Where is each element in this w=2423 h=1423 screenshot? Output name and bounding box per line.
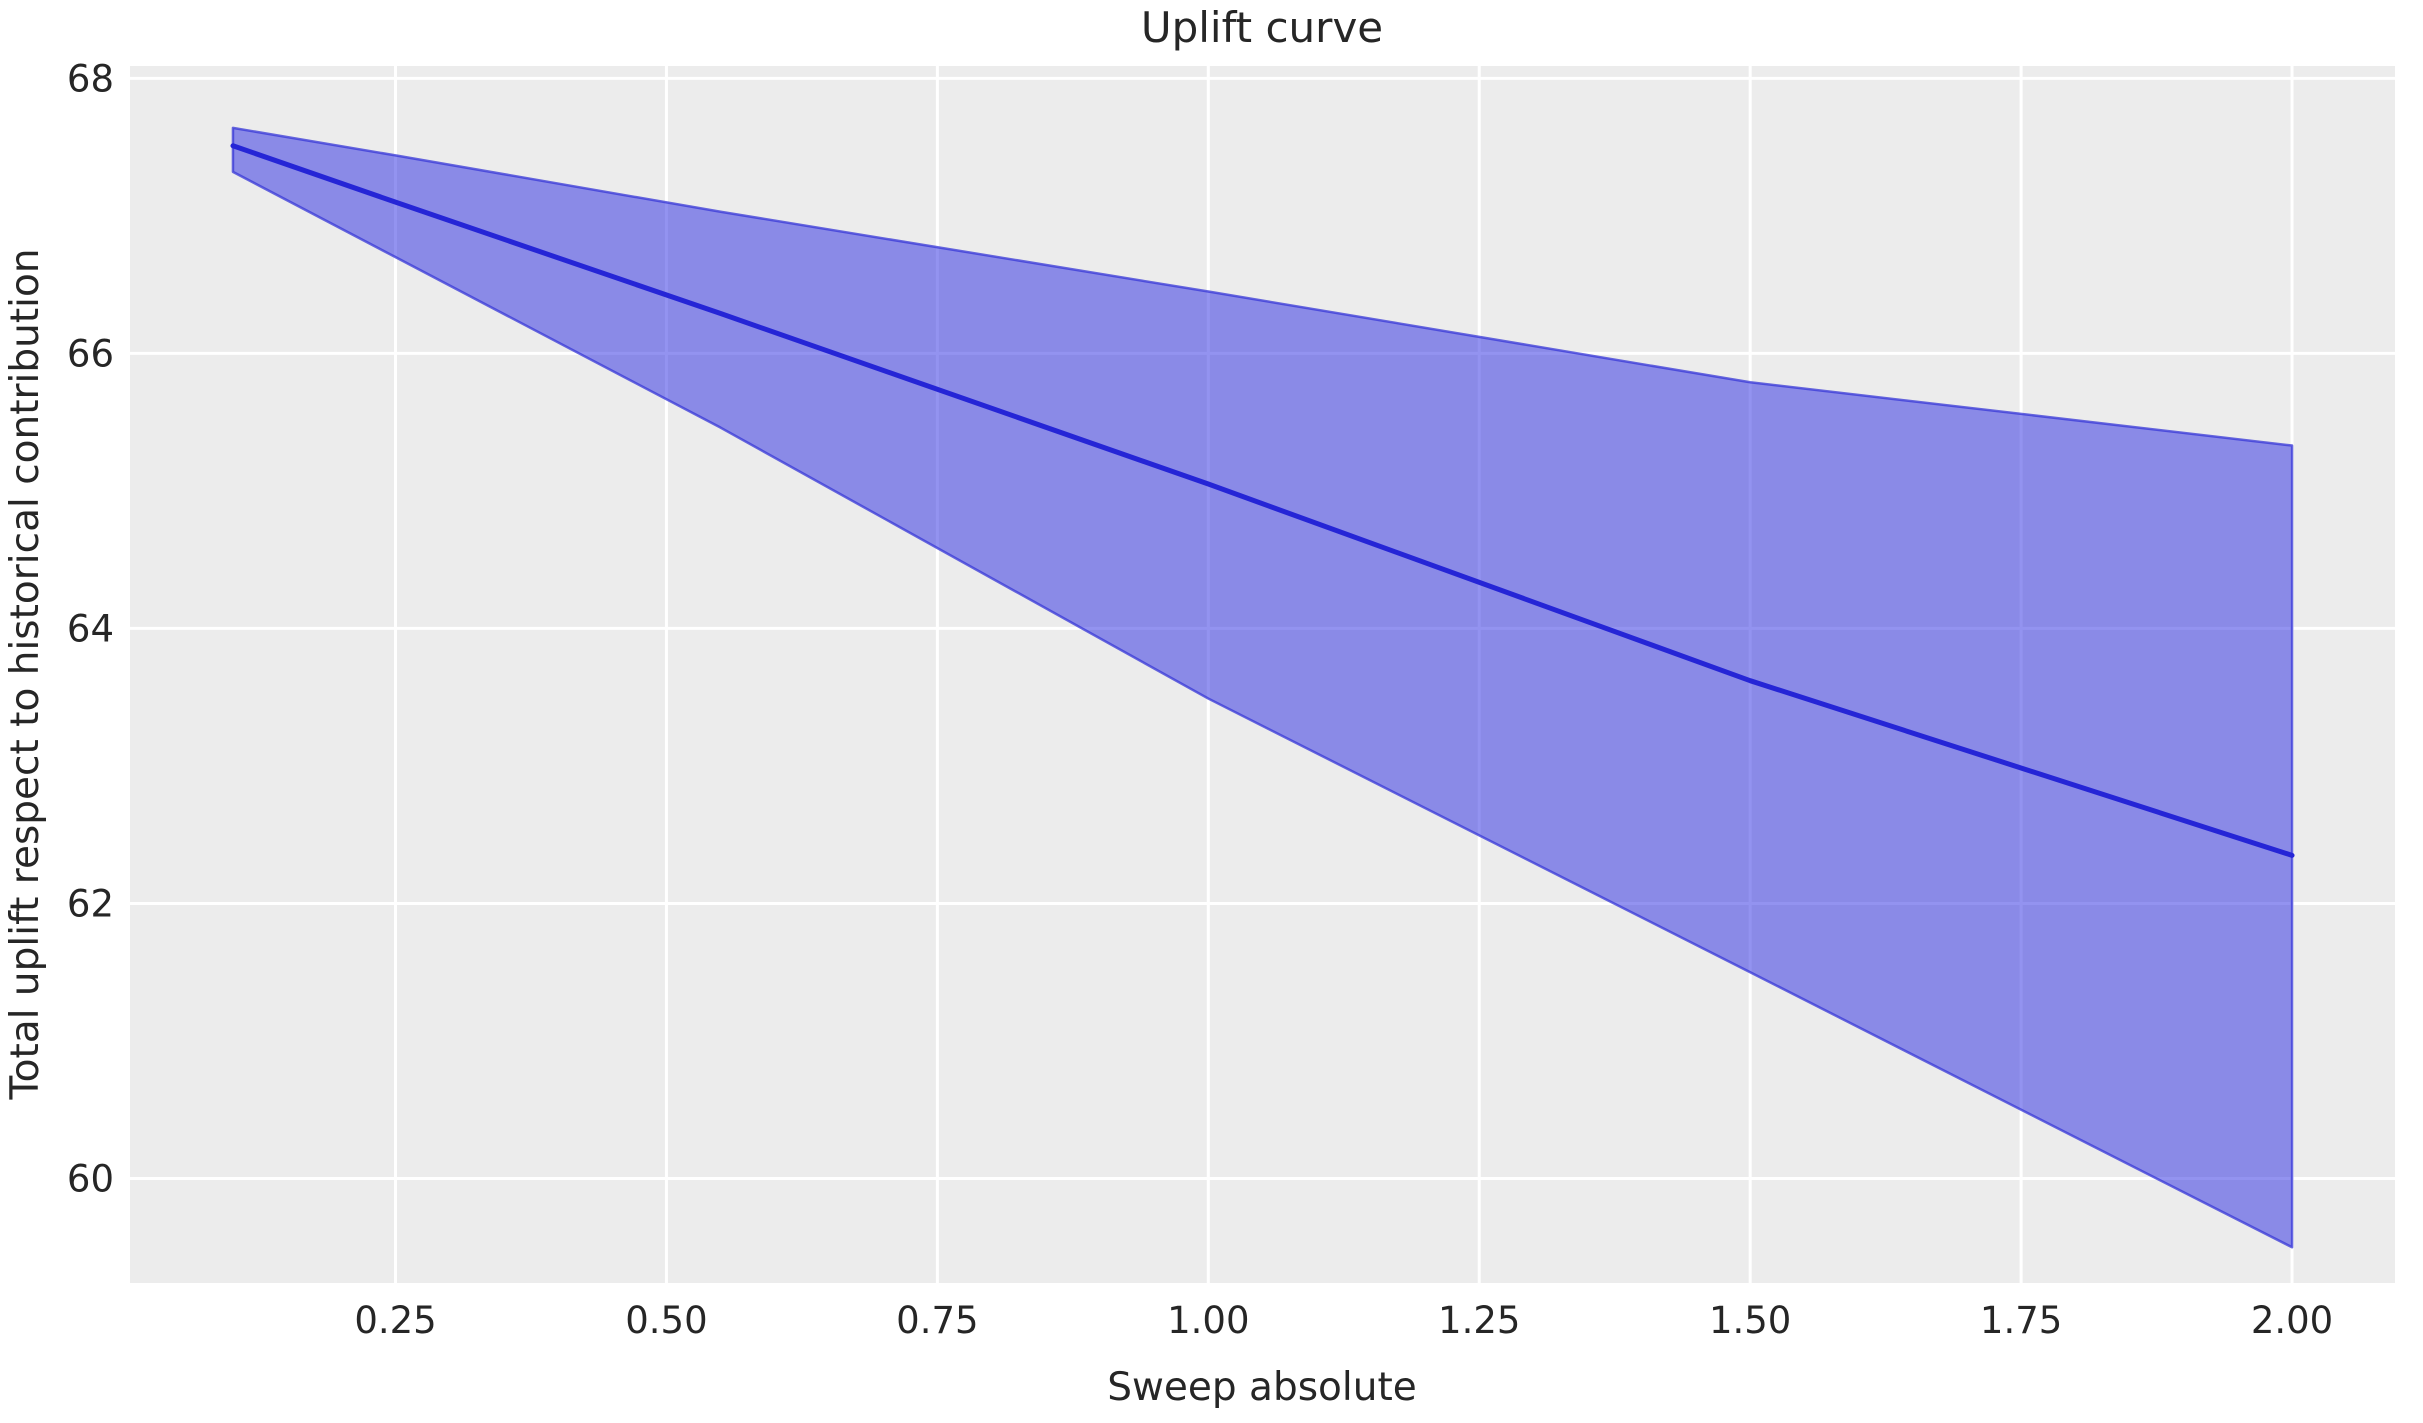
x-tick-label: 1.00 xyxy=(1167,1299,1249,1342)
confidence-band-layer xyxy=(231,126,2294,1249)
x-tick-label: 0.50 xyxy=(625,1299,707,1342)
x-tick-label: 1.50 xyxy=(1709,1299,1791,1342)
y-tick-labels: 60 62 64 66 68 xyxy=(67,57,114,1200)
y-axis-label: Total uplift respect to historical contr… xyxy=(3,248,48,1100)
x-tick-label: 0.75 xyxy=(896,1299,978,1342)
y-tick-label: 64 xyxy=(67,607,114,650)
y-tick-label: 68 xyxy=(67,57,114,100)
x-tick-label: 1.25 xyxy=(1438,1299,1520,1342)
chart-title: Uplift curve xyxy=(1141,3,1383,52)
y-tick-label: 60 xyxy=(67,1157,114,1200)
x-axis-label: Sweep absolute xyxy=(1107,1365,1416,1410)
x-tick-label: 1.75 xyxy=(1980,1299,2062,1342)
series-line-layer xyxy=(230,143,2295,858)
x-tick-label: 0.25 xyxy=(354,1299,436,1342)
uplift-line xyxy=(230,143,2295,858)
y-tick-label: 62 xyxy=(67,882,114,925)
y-tick-label: 66 xyxy=(67,332,114,375)
x-tick-label: 2.00 xyxy=(2251,1299,2333,1342)
x-tick-labels: 0.25 0.50 0.75 1.00 1.25 1.50 1.75 2.00 xyxy=(354,1299,2333,1342)
confidence-band xyxy=(231,126,2294,1249)
